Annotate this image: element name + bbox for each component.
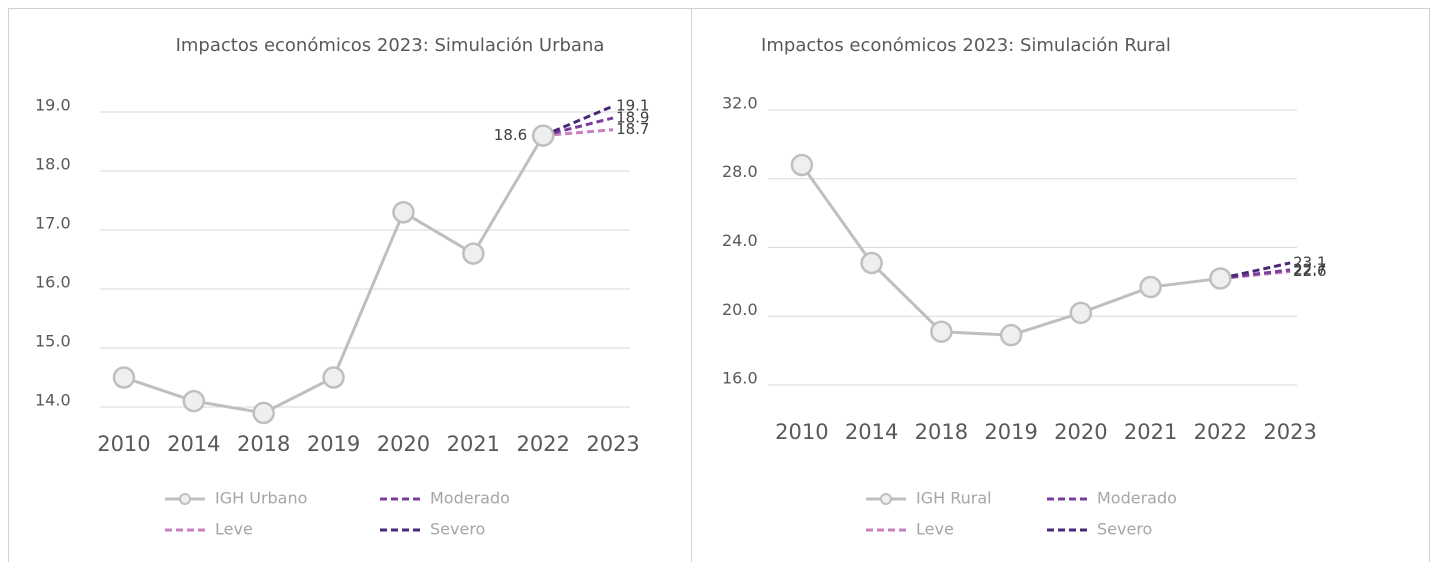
x-tick-label: 2020 — [377, 432, 430, 456]
legend-label: Severo — [1097, 520, 1152, 539]
y-tick-label: 16.0 — [35, 273, 71, 292]
series-line — [542, 116, 614, 138]
x-tick-label: 2019 — [307, 432, 360, 456]
point-marker — [252, 401, 275, 425]
x-tick-label: 2021 — [1124, 420, 1177, 444]
point-marker — [182, 389, 206, 413]
x-tick-label: 2023 — [1263, 420, 1316, 444]
legend-label: Leve — [215, 520, 253, 539]
series-line — [1220, 261, 1291, 280]
y-tick-label: 20.0 — [722, 300, 758, 319]
point-marker — [1069, 301, 1093, 325]
y-tick-label: 32.0 — [722, 93, 758, 112]
legend-label: Moderado — [1097, 489, 1177, 508]
legend-label: Severo — [430, 520, 485, 539]
data-label: 23.1 — [1293, 253, 1326, 271]
point-marker — [531, 124, 555, 147]
frame — [8, 8, 1430, 562]
y-tick-label: 17.0 — [35, 214, 71, 233]
x-tick-label: 2021 — [447, 432, 500, 456]
x-tick-label: 2018 — [237, 432, 290, 456]
point-marker — [322, 366, 345, 389]
point-marker — [860, 251, 883, 275]
x-tick-label: 2018 — [915, 420, 968, 444]
data-label: 19.1 — [616, 97, 649, 115]
y-tick-label: 18.0 — [35, 155, 71, 174]
x-tick-label: 2014 — [167, 432, 220, 456]
legend-marker — [179, 493, 191, 505]
point-marker — [1139, 275, 1162, 299]
y-tick-label: 24.0 — [722, 231, 758, 250]
y-tick-label: 14.0 — [35, 391, 71, 410]
x-tick-label: 2022 — [1194, 420, 1247, 444]
chart-title: Impactos económicos 2023: Simulación Urb… — [176, 35, 605, 56]
x-tick-label: 2010 — [97, 432, 150, 456]
legend-label: Leve — [916, 520, 954, 539]
point-marker — [999, 323, 1023, 347]
y-tick-label: 19.0 — [35, 96, 71, 115]
point-marker — [462, 242, 485, 265]
point-marker — [392, 201, 415, 224]
legend-label: Moderado — [430, 489, 510, 508]
data-label: 22.6 — [1293, 262, 1326, 280]
data-label: 22.7 — [1293, 260, 1326, 278]
legend-label: IGH Urbano — [215, 489, 307, 508]
data-label: 18.6 — [494, 126, 527, 144]
x-tick-label: 2019 — [984, 420, 1037, 444]
x-tick-label: 2023 — [586, 432, 639, 456]
legend-label: IGH Rural — [916, 489, 992, 508]
data-label: 18.7 — [616, 120, 649, 138]
chart-title: Impactos económicos 2023: Simulación Rur… — [761, 35, 1171, 56]
series-line — [542, 104, 614, 137]
y-tick-label: 28.0 — [722, 162, 758, 181]
point-marker — [112, 366, 136, 389]
x-tick-label: 2014 — [845, 420, 898, 444]
point-marker — [930, 320, 953, 343]
y-tick-label: 16.0 — [722, 369, 758, 388]
data-label: 18.9 — [616, 108, 649, 126]
legend-marker — [880, 493, 892, 505]
x-tick-label: 2022 — [516, 432, 569, 456]
point-marker — [790, 153, 814, 177]
point-marker — [1209, 267, 1232, 290]
y-tick-label: 15.0 — [35, 332, 71, 351]
x-tick-label: 2010 — [775, 420, 828, 444]
x-tick-label: 2020 — [1054, 420, 1107, 444]
series-line — [543, 128, 614, 138]
